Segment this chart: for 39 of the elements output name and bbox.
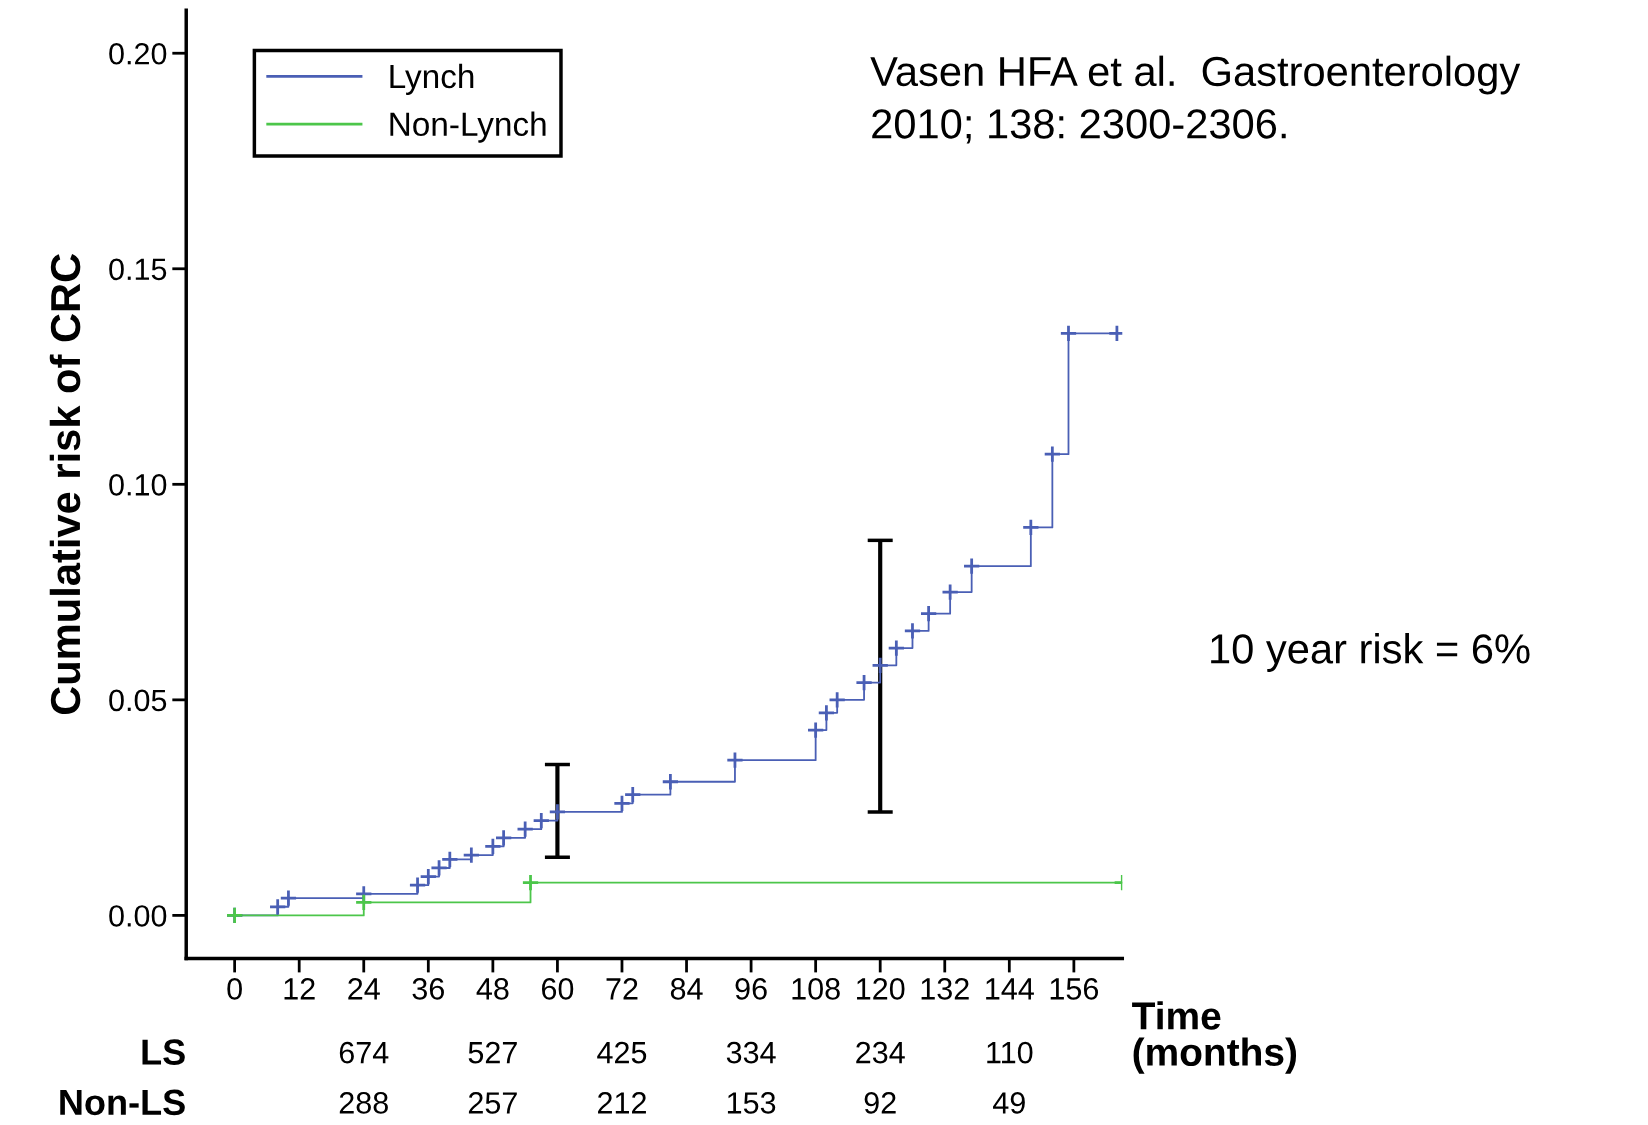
x-tick-label: 60 [541, 978, 574, 1000]
text: 49 [993, 1092, 1025, 1114]
text: 257 [468, 1092, 517, 1114]
text: 334 [726, 1041, 776, 1064]
text: 234 [856, 1041, 905, 1064]
x-tick-label: 24 [348, 978, 380, 1000]
text: 153 [727, 1092, 776, 1114]
legend-label: Lynch [390, 63, 474, 95]
x-tick-label: 0 [227, 978, 242, 1000]
x-tick-label: 96 [735, 978, 767, 1000]
y-tick-label: 0.10 [109, 474, 167, 496]
y-tick-label: 0.15 [109, 258, 167, 281]
x-tick-label: 36 [412, 978, 444, 1000]
text: 10 year risk = 6% [1211, 633, 1530, 672]
text: 212 [598, 1092, 646, 1114]
x-tick-label: 48 [476, 978, 509, 1000]
x-tick-label: 120 [857, 978, 905, 1000]
text: Non-LS [60, 1089, 185, 1116]
text: 288 [339, 1092, 388, 1114]
text: 92 [864, 1092, 896, 1114]
x-tick-label: 156 [1050, 978, 1099, 1000]
legend-label: Non-Lynch [390, 111, 546, 143]
text: 674 [339, 1041, 389, 1064]
x-tick-label: 108 [792, 978, 840, 1000]
y-tick-label: 0.00 [109, 905, 167, 927]
text: 110 [987, 1041, 1033, 1064]
x-tick-label: 12 [284, 978, 315, 1000]
x-axis-title: Time (months) [1132, 1001, 1297, 1074]
annotation: Vasen HFA et al. Gastroenterology 2010; 138: 2300-2306. [870, 55, 1521, 144]
x-tick-label: 144 [986, 978, 1034, 1000]
x-tick-label: 72 [606, 978, 638, 1000]
y-axis-title: Cumulative risk of CRC [49, 253, 81, 715]
x-tick-label: 84 [670, 978, 703, 1000]
y-tick-label: 0.20 [109, 42, 167, 65]
text: LS [142, 1039, 185, 1065]
text: 527 [468, 1041, 517, 1064]
text: 425 [597, 1041, 647, 1064]
x-tick-label: 132 [921, 978, 969, 1000]
y-tick-label: 0.05 [109, 689, 167, 712]
